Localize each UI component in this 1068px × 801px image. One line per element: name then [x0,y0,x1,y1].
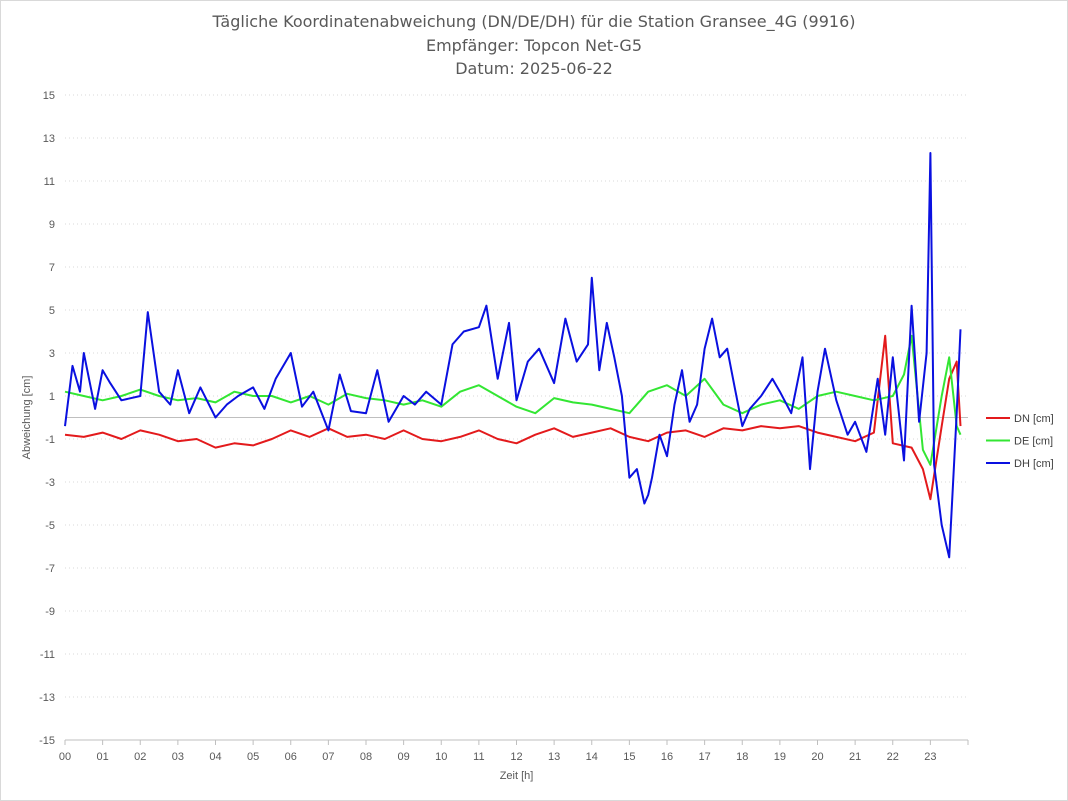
x-tick-label: 22 [887,751,899,763]
x-tick-label: 11 [473,751,484,763]
y-tick-label: -13 [39,692,55,704]
y-tick-label: -3 [45,477,55,489]
x-tick-label: 15 [623,751,635,763]
x-axis-title: Zeit [h] [500,770,534,782]
x-tick-label: 16 [661,751,673,763]
y-tick-label: -5 [45,520,55,532]
x-tick-label: 05 [247,751,259,763]
x-tick-label: 19 [774,751,786,763]
x-tick-label: 09 [398,751,410,763]
x-tick-label: 08 [360,751,372,763]
y-tick-label: -7 [45,563,55,575]
chart-subtitle: Empfänger: Topcon Net-G5 [425,36,643,55]
y-tick-label: 11 [44,176,55,188]
x-tick-label: 07 [322,751,334,763]
x-tick-label: 14 [586,751,598,763]
y-tick-label: 1 [49,391,55,403]
y-tick-label: -9 [45,606,55,618]
x-tick-label: 03 [172,751,184,763]
legend-label-de: DE [cm] [1014,436,1053,448]
legend-label-dh: DH [cm] [1014,458,1054,470]
x-tick-label: 10 [435,751,447,763]
y-tick-label: 15 [43,90,55,102]
legend-label-dn: DN [cm] [1014,413,1054,425]
x-tick-label: 20 [811,751,823,763]
x-tick-label: 21 [849,751,861,763]
y-tick-label: 7 [49,262,55,274]
x-tick-label: 12 [510,751,522,763]
x-tick-label: 04 [209,751,221,763]
x-tick-label: 06 [285,751,297,763]
x-tick-label: 18 [736,751,748,763]
y-tick-label: 13 [43,133,55,145]
chart-date: Datum: 2025-06-22 [455,59,613,78]
x-tick-label: 23 [924,751,936,763]
x-tick-label: 01 [97,751,109,763]
y-tick-label: -1 [45,434,55,446]
y-axis-title: Abweichung [cm] [21,376,33,460]
y-tick-label: 3 [49,348,55,360]
x-tick-label: 13 [548,751,560,763]
x-tick-label: 17 [699,751,711,763]
x-tick-label: 02 [134,751,146,763]
chart-title: Tägliche Koordinatenabweichung (DN/DE/DH… [212,12,856,31]
series-line-dh [64,152,962,559]
x-tick-label: 00 [59,751,71,763]
y-tick-label: -15 [39,735,55,747]
y-tick-label: 9 [49,219,55,231]
y-tick-label: 5 [49,305,55,317]
y-tick-label: -11 [40,649,55,661]
